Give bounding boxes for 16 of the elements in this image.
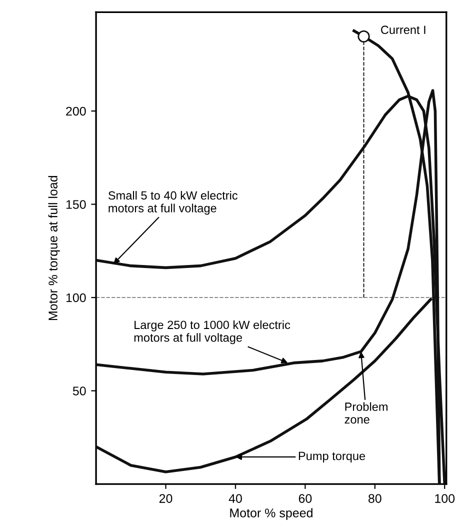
annotation: Large 250 to 1000 kW electric motors at full voltage: [134, 320, 290, 344]
x-tick-label: 100: [435, 494, 455, 503]
annotation: Small 5 to 40 kW electric motors at full voltage: [108, 190, 238, 215]
x-tick-label: 20: [159, 494, 172, 503]
y-axis-title: Motor % torque at full load: [48, 176, 60, 320]
x-tick-label: 40: [228, 494, 242, 503]
y-tick-label: 100: [66, 293, 86, 302]
annotation: Pump torque: [298, 452, 366, 462]
y-tick-label: 50: [72, 386, 86, 396]
x-tick-label: 80: [368, 494, 382, 503]
annotation: Problem zone: [344, 402, 388, 424]
x-axis-title: Motor % speed: [230, 508, 312, 520]
annotation: Current I: [381, 26, 426, 34]
y-tick-label: 150: [66, 200, 86, 209]
x-tick-label: 60: [298, 494, 312, 503]
y-tick-label: 200: [66, 106, 86, 116]
